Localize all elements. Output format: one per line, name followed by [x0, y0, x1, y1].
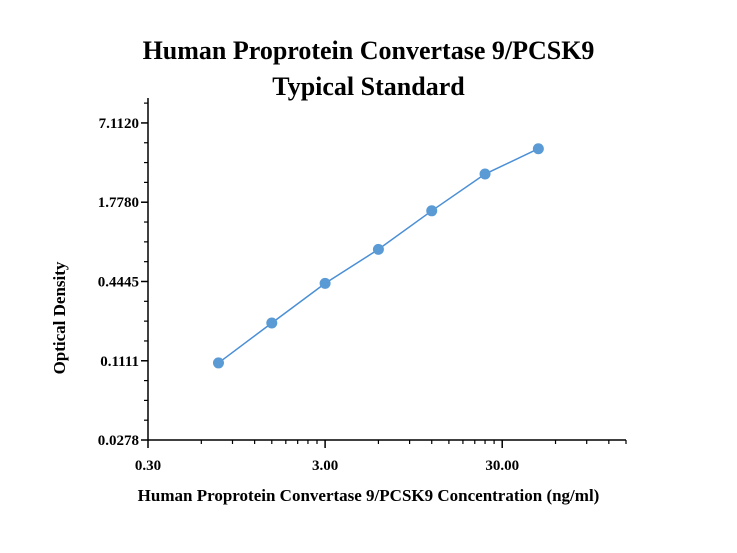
data-point: [426, 205, 438, 217]
chart-title: Human Proprotein Convertase 9/PCSK9: [142, 36, 595, 65]
series-line: [218, 148, 539, 364]
x-tick-label: 30.00: [485, 458, 519, 474]
x-axis-label: Human Proprotein Convertase 9/PCSK9 Conc…: [137, 486, 600, 505]
chart-subtitle: Typical Standard: [272, 72, 465, 101]
data-point: [212, 357, 224, 369]
y-tick-label: 1.7780: [98, 195, 139, 211]
data-point: [319, 277, 331, 289]
data-point: [532, 143, 544, 155]
y-tick-label: 0.0278: [98, 433, 139, 449]
x-tick-label: 0.30: [135, 458, 161, 474]
x-tick-label: 3.00: [312, 458, 338, 474]
y-tick-label: 0.1111: [100, 354, 139, 370]
y-tick-label: 0.4445: [98, 274, 139, 290]
y-axis-label: Optical Density: [50, 261, 69, 375]
y-tick-label: 7.1120: [99, 116, 139, 132]
data-point: [266, 317, 278, 329]
data-point: [479, 168, 491, 180]
data-point: [372, 243, 384, 255]
